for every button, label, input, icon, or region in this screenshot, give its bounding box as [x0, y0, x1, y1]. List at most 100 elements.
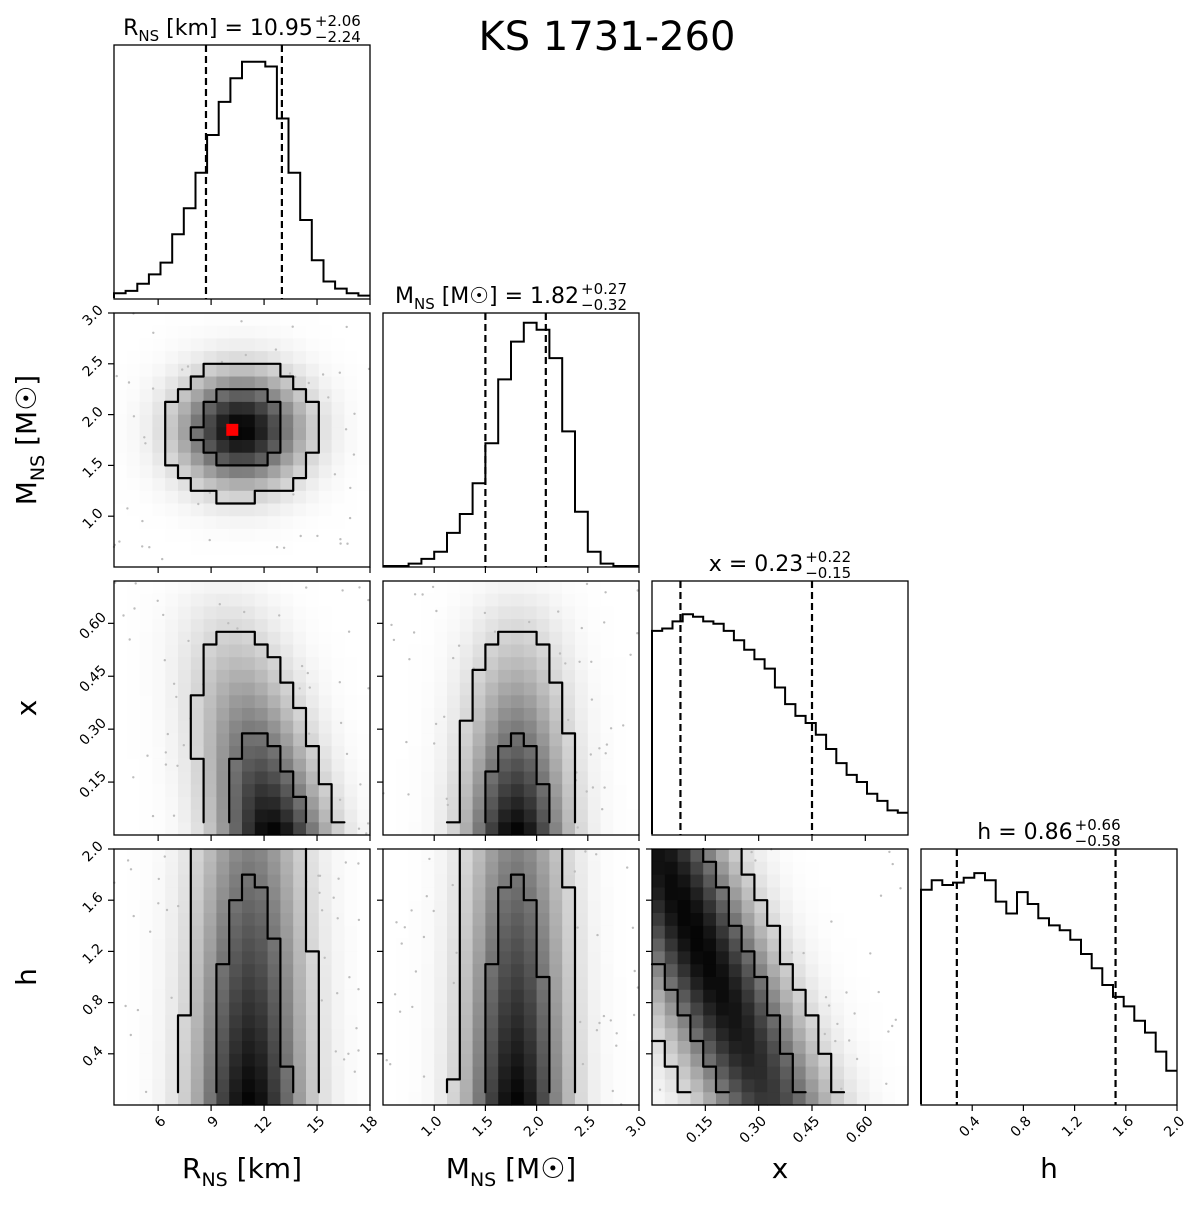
density-cell	[511, 695, 525, 709]
density-cell	[126, 401, 141, 416]
density-cell	[767, 913, 781, 927]
density-cell	[344, 657, 358, 671]
density-cell	[293, 951, 307, 965]
density-cell	[485, 720, 499, 734]
sample-point	[163, 659, 166, 662]
density-cell	[421, 900, 435, 914]
density-cell	[575, 644, 589, 658]
density-cell	[844, 1053, 858, 1068]
density-cell	[383, 1092, 397, 1106]
density-cell	[165, 964, 179, 978]
density-cell	[395, 606, 410, 620]
density-cell	[267, 1015, 281, 1029]
density-cell	[280, 644, 294, 658]
density-cell	[306, 720, 320, 734]
density-cell	[293, 989, 307, 1004]
contour-line	[189, 630, 346, 824]
density-cell	[280, 516, 294, 530]
sample-point	[288, 372, 292, 375]
density-cell	[344, 784, 358, 798]
sample-point	[888, 850, 891, 854]
density-cell	[523, 1028, 538, 1042]
density-cell	[536, 746, 550, 760]
density-cell	[434, 925, 448, 940]
density-cell	[562, 695, 576, 709]
density-cell	[395, 887, 410, 901]
density-cell	[472, 784, 486, 798]
density-cell	[267, 581, 281, 595]
density-cell	[587, 796, 602, 811]
sample-point	[407, 793, 410, 796]
density-cell	[114, 1066, 128, 1080]
density-cell	[293, 465, 307, 479]
density-cell	[293, 452, 307, 466]
density-cell	[280, 363, 294, 378]
density-cell	[447, 1002, 461, 1016]
density-cell	[818, 938, 832, 952]
density-cell	[216, 964, 230, 978]
density-cell	[549, 900, 563, 914]
density-cell	[587, 989, 602, 1004]
density-cell	[242, 822, 256, 836]
density-cell	[139, 977, 153, 991]
density-cell	[344, 938, 358, 952]
sample-point	[869, 952, 872, 955]
density-cell	[626, 938, 640, 952]
density-cell	[293, 1053, 307, 1068]
density-cell	[395, 964, 410, 978]
density-cell	[229, 452, 243, 466]
sample-point	[590, 698, 594, 701]
density-cell	[562, 913, 576, 927]
density-cell	[869, 989, 883, 1004]
density-cell	[242, 554, 256, 568]
sample-point	[318, 891, 321, 894]
density-cell	[306, 606, 320, 620]
density-cell	[408, 619, 422, 633]
density-cell	[523, 913, 538, 927]
density-cell	[536, 951, 550, 965]
density-cell	[664, 1002, 679, 1016]
density-cell	[203, 376, 217, 390]
density-cell	[844, 900, 858, 914]
density-cell	[165, 490, 179, 505]
density-cell	[511, 989, 525, 1004]
density-cell	[357, 977, 371, 991]
density-cell	[280, 490, 294, 505]
density-cell	[267, 964, 281, 978]
density-cell	[792, 1028, 807, 1042]
density-cell	[203, 313, 217, 327]
contour-line	[650, 847, 807, 1094]
density-cell	[357, 708, 371, 722]
density-cell	[600, 861, 614, 876]
density-cell	[357, 746, 371, 760]
sample-point	[357, 862, 360, 865]
density-cell	[447, 784, 461, 798]
density-cell	[114, 338, 128, 352]
density-cell	[203, 389, 217, 403]
density-cell	[242, 809, 256, 823]
density-cell	[242, 720, 256, 734]
density-cell	[882, 1028, 896, 1042]
density-cell	[421, 682, 435, 696]
density-cell	[229, 325, 243, 339]
sample-point	[129, 868, 133, 871]
density-cell	[293, 503, 307, 517]
density-cell	[485, 861, 499, 876]
density-cell	[421, 1092, 435, 1106]
density-cell	[280, 708, 294, 722]
density-cell	[229, 363, 243, 378]
density-cell	[165, 1092, 179, 1106]
density-cell	[152, 951, 166, 965]
density-cell	[280, 900, 294, 914]
density-cell	[408, 669, 422, 684]
density-cell	[792, 874, 807, 888]
density-cell	[344, 516, 358, 530]
contour-line	[445, 630, 577, 824]
density-cell	[536, 758, 550, 773]
density-cell	[383, 951, 397, 965]
density-cell	[600, 887, 614, 901]
contour-line	[484, 873, 551, 1094]
density-cell	[331, 1092, 345, 1106]
density-cell	[293, 695, 307, 709]
density-cell	[421, 746, 435, 760]
